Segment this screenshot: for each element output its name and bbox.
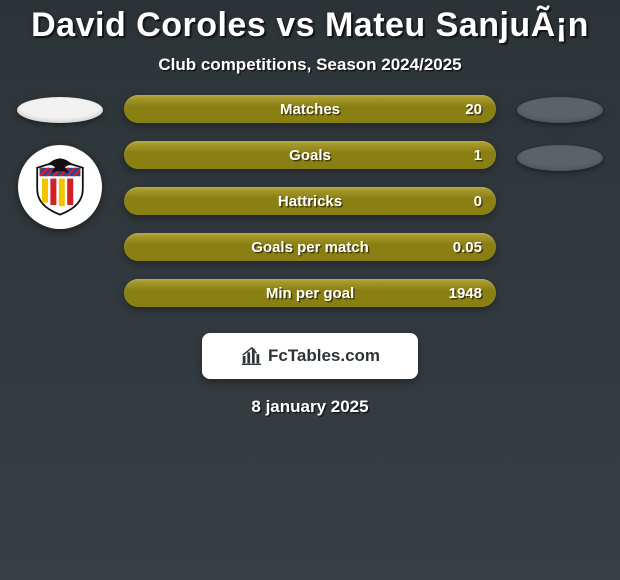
source-badge-label: FcTables.com xyxy=(268,346,380,366)
stat-value-right: 1 xyxy=(474,147,482,164)
stat-value-right: 0.05 xyxy=(453,239,482,256)
date-text: 8 january 2025 xyxy=(251,397,368,417)
stat-value-right: 0 xyxy=(474,193,482,210)
columns: Matches 20 Goals 1 Hattricks 0 Goals per match… xyxy=(0,95,620,307)
page-title: David Coroles vs Mateu SanjuÃ¡n xyxy=(31,6,589,45)
shield-icon xyxy=(30,157,90,217)
stat-bar: Hattricks 0 xyxy=(124,187,496,215)
player-photo-placeholder-right-1 xyxy=(517,97,603,123)
stat-label: Goals xyxy=(289,147,331,164)
stat-bars: Matches 20 Goals 1 Hattricks 0 Goals per match… xyxy=(120,95,500,307)
stat-label: Min per goal xyxy=(266,285,354,302)
bar-chart-icon xyxy=(240,345,262,367)
stat-label: Matches xyxy=(280,101,340,118)
stat-label: Hattricks xyxy=(278,193,342,210)
stat-bar: Min per goal 1948 xyxy=(124,279,496,307)
stat-bar: Goals 1 xyxy=(124,141,496,169)
stat-bar: Matches 20 xyxy=(124,95,496,123)
right-column xyxy=(500,95,620,171)
left-column xyxy=(0,95,120,229)
page-subtitle: Club competitions, Season 2024/2025 xyxy=(158,55,461,75)
stat-value-right: 20 xyxy=(465,101,482,118)
club-crest-left xyxy=(18,145,102,229)
stat-label: Goals per match xyxy=(251,239,369,256)
stat-value-right: 1948 xyxy=(449,285,482,302)
card-content: David Coroles vs Mateu SanjuÃ¡n Club com… xyxy=(0,0,620,580)
source-badge: FcTables.com xyxy=(202,333,418,379)
player-photo-placeholder-right-2 xyxy=(517,145,603,171)
player-photo-placeholder-left xyxy=(17,97,103,123)
stat-bar: Goals per match 0.05 xyxy=(124,233,496,261)
